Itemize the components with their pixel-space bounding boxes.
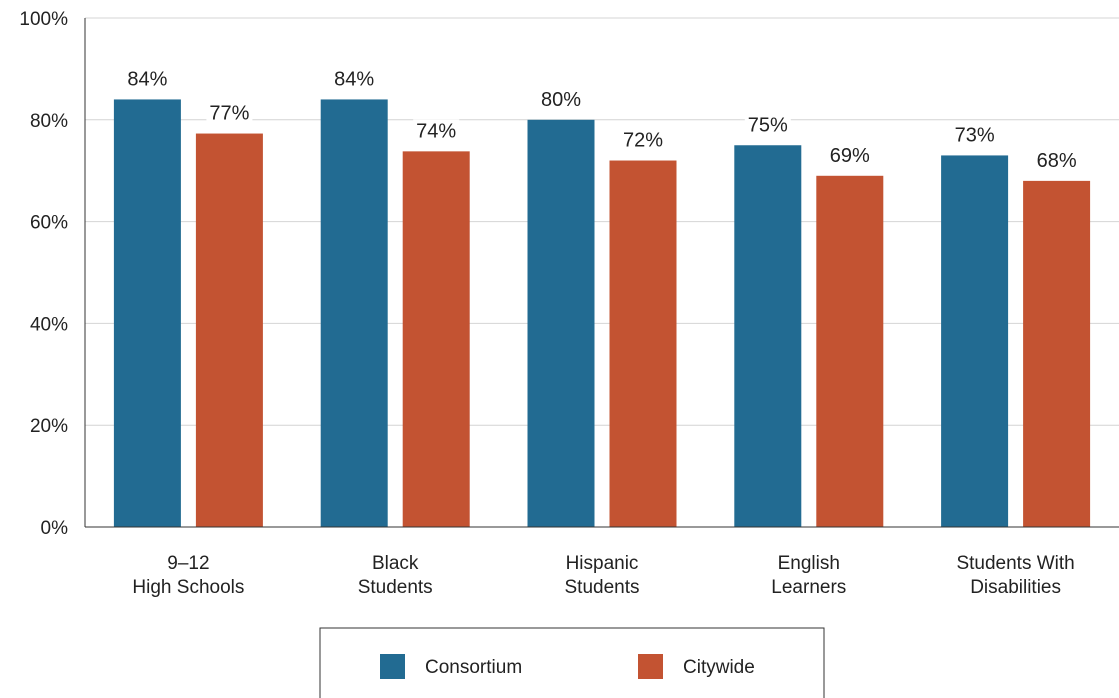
axes <box>84 18 1119 528</box>
value-label-background <box>124 67 171 92</box>
bar-consortium <box>320 99 388 527</box>
legend-swatch-citywide <box>638 654 663 679</box>
legend-label-citywide: Citywide <box>683 657 755 678</box>
value-label-background <box>744 113 791 138</box>
value-label: 84% <box>127 68 167 90</box>
x-tick-label-line: High Schools <box>132 577 244 598</box>
x-tick-label-line: Students With <box>956 553 1074 574</box>
value-label: 77% <box>209 103 249 125</box>
x-tick-label-line: Students <box>565 577 640 598</box>
y-tick-label: 40% <box>30 314 68 335</box>
x-tick-label: Students With Disabilities <box>956 553 1074 598</box>
x-tick-label-line: Black <box>372 553 419 574</box>
bar-consortium <box>941 155 1009 527</box>
y-tick-label: 100% <box>19 9 68 30</box>
value-label-background <box>331 67 378 92</box>
bar-citywide <box>1023 180 1091 527</box>
value-label-background <box>951 123 998 148</box>
x-tick-label: English Learners <box>771 553 846 598</box>
value-label: 84% <box>334 68 374 90</box>
x-tick-label-line: English <box>778 553 840 574</box>
legend: Consortium Citywide <box>319 627 825 698</box>
value-label: 75% <box>748 114 788 136</box>
x-tick-label: Black Students <box>358 553 433 598</box>
legend-swatch-consortium <box>380 654 405 679</box>
bar-citywide <box>402 151 470 527</box>
value-label-background <box>206 101 253 126</box>
bar-consortium <box>527 119 595 528</box>
value-label: 72% <box>623 130 663 152</box>
value-label-background <box>538 87 584 112</box>
bar-consortium <box>734 145 802 527</box>
y-tick-label: 20% <box>30 416 68 437</box>
value-label: 80% <box>541 89 581 111</box>
value-label-background <box>826 143 873 168</box>
category-labels: 9–12 High Schools Black Students Hispanic Stu… <box>132 553 1074 598</box>
bar-consortium <box>113 99 181 527</box>
legend-box <box>319 627 825 698</box>
value-label: 69% <box>830 145 870 167</box>
x-tick-label-line: 9–12 <box>167 553 209 574</box>
bar-citywide <box>195 133 263 527</box>
x-tick-label-line: Learners <box>771 577 846 598</box>
value-label: 68% <box>1037 150 1077 172</box>
value-label-background <box>1033 148 1080 173</box>
x-tick-label-line: Students <box>358 577 433 598</box>
value-label: 74% <box>416 120 456 142</box>
x-tick-label: Hispanic Students <box>565 553 640 598</box>
value-labels: 84% 77% 84% 74% 80% 72% 75% 69% 73% 68% <box>124 67 1080 173</box>
bar-citywide <box>609 160 677 527</box>
x-tick-label: 9–12 High Schools <box>132 553 244 598</box>
bars <box>113 99 1091 528</box>
x-tick-label-line: Hispanic <box>566 553 639 574</box>
value-label: 73% <box>955 124 995 146</box>
x-tick-label-line: Disabilities <box>970 577 1061 598</box>
y-tick-label: 0% <box>41 518 69 539</box>
y-tick-label: 80% <box>30 111 68 132</box>
legend-label-consortium: Consortium <box>425 657 522 678</box>
bar-citywide <box>816 175 884 528</box>
y-axis-ticks: 0% 20% 40% 60% 80% 100% <box>19 9 68 539</box>
value-label-background <box>413 119 460 144</box>
value-label-background <box>620 128 666 153</box>
y-tick-label: 60% <box>30 213 68 234</box>
